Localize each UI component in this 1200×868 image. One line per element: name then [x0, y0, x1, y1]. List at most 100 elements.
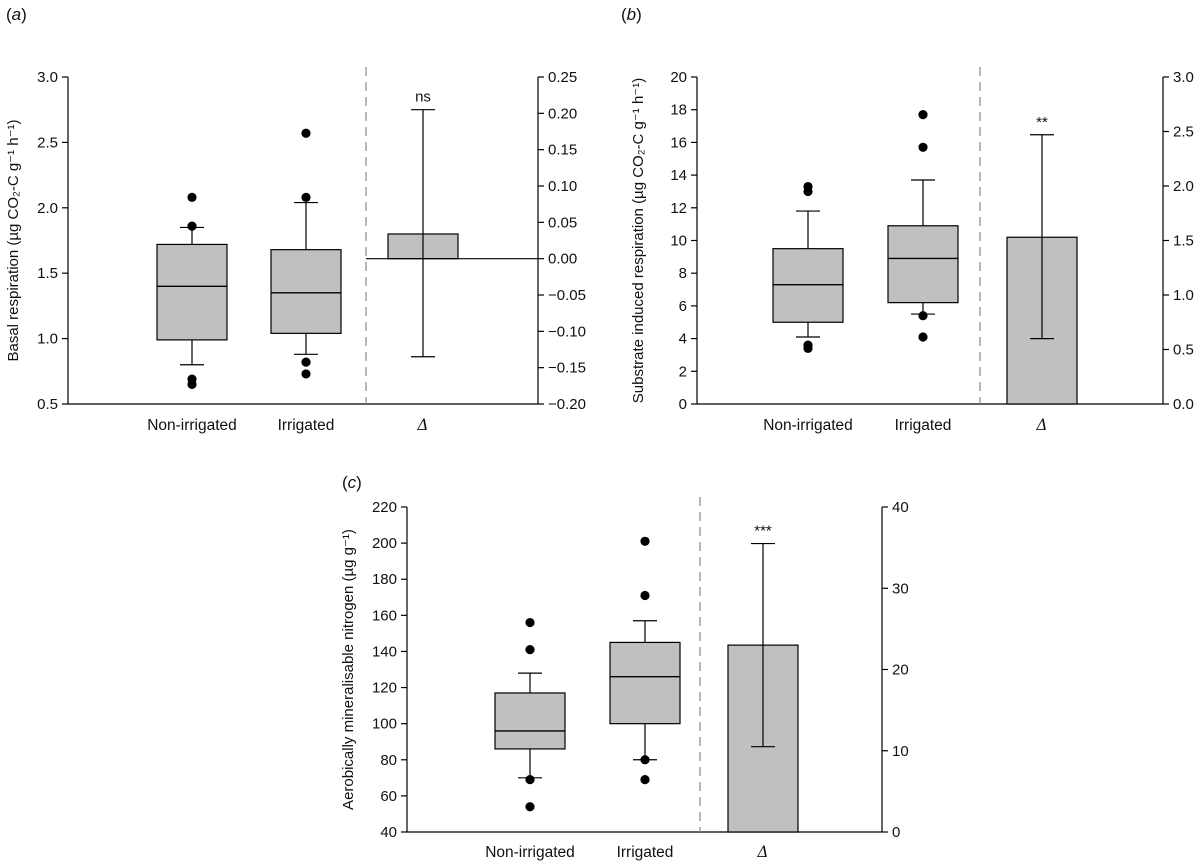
x-category-label: Δ — [416, 416, 428, 434]
box-iqr — [772, 248, 844, 323]
y-tick-label: 18 — [670, 102, 687, 119]
y-tick-label: 60 — [380, 788, 397, 805]
panel-letter: (c) — [342, 473, 362, 492]
outlier-point — [187, 192, 197, 202]
y2-tick-label: 40 — [892, 499, 909, 516]
y-tick-label: 80 — [380, 752, 397, 769]
y-tick-label: 200 — [372, 535, 397, 552]
y-tick-label: 2.5 — [37, 134, 58, 151]
y2-tick-label: −0.05 — [548, 287, 586, 304]
y-tick-label: 0 — [679, 396, 687, 413]
x-category-label: Δ — [1035, 416, 1047, 434]
y-tick-label: 8 — [679, 265, 687, 282]
y2-tick-label: 20 — [892, 662, 909, 679]
significance-label: *** — [754, 523, 772, 540]
x-category-label: Non-irrigated — [147, 417, 237, 434]
y-tick-label: 160 — [372, 607, 397, 624]
outlier-point — [525, 617, 535, 628]
y2-tick-label: 10 — [892, 743, 909, 760]
y2-tick-label: 0.5 — [1173, 342, 1194, 359]
y-tick-label: 10 — [670, 233, 687, 250]
y-axis-label: Aerobically mineralisable nitrogen (µg g… — [340, 529, 357, 810]
box-iqr — [887, 225, 959, 304]
y-tick-label: 1.0 — [37, 331, 58, 348]
y2-tick-label: 1.0 — [1173, 287, 1194, 304]
outlier-point — [301, 369, 311, 379]
outlier-point — [525, 775, 535, 785]
y-tick-label: 2.0 — [37, 200, 58, 217]
y2-tick-label: 0.15 — [548, 142, 577, 159]
y2-tick-label: 2.5 — [1173, 124, 1194, 141]
x-category-label: Irrigated — [617, 844, 674, 861]
outlier-point — [803, 181, 813, 192]
box-irrigated — [887, 110, 959, 342]
delta-bar: ns — [366, 89, 538, 358]
box-iqr — [609, 641, 681, 725]
y-tick-label: 6 — [679, 298, 687, 315]
significance-label: ** — [1036, 114, 1048, 131]
y2-tick-label: 3.0 — [1173, 69, 1194, 86]
y-tick-label: 14 — [670, 167, 687, 184]
outlier-point — [301, 128, 311, 138]
box-irrigated — [270, 128, 342, 379]
y2-tick-label: 0.25 — [548, 69, 577, 86]
y2-tick-label: −0.10 — [548, 323, 586, 340]
outlier-point — [525, 802, 535, 812]
panel-letter: (a) — [6, 5, 27, 24]
y2-tick-label: 0 — [892, 824, 900, 841]
y2-tick-label: 0.20 — [548, 105, 577, 122]
y-tick-label: 12 — [670, 200, 687, 217]
y-tick-label: 100 — [372, 716, 397, 733]
y2-tick-label: −0.15 — [548, 360, 586, 377]
y2-tick-label: −0.20 — [548, 396, 586, 413]
box-irrigated — [609, 536, 681, 785]
x-category-label: Irrigated — [895, 417, 952, 434]
panel-letter: (b) — [621, 5, 642, 24]
panel-c: (c) 40 60 80 100 120 140 160 180 200 220 0 10 20 30 40 A… — [340, 473, 909, 861]
y-tick-label: 4 — [679, 331, 687, 348]
outlier-point — [918, 142, 928, 152]
box-non-irrigated — [772, 181, 844, 354]
y2-tick-label: 0.0 — [1173, 396, 1194, 413]
box-iqr — [494, 692, 566, 750]
y-axis-label: Substrate induced respiration (µg CO₂-C … — [630, 78, 647, 403]
outlier-point — [918, 110, 928, 120]
panel-b: (b) 0 2 4 6 8 10 12 14 16 18 20 0.0 0.5 1.0 1.5 2.0 2.5 3.… — [621, 5, 1194, 434]
box-non-irrigated — [494, 617, 566, 812]
y-tick-label: 120 — [372, 680, 397, 697]
y-tick-label: 1.5 — [37, 265, 58, 282]
y2-tick-label: 30 — [892, 580, 909, 597]
x-category-label: Non-irrigated — [485, 844, 575, 861]
outlier-point — [918, 332, 928, 342]
x-category-label: Δ — [756, 843, 768, 861]
outlier-point — [640, 590, 650, 601]
box-non-irrigated — [156, 192, 228, 389]
x-category-label: Irrigated — [278, 417, 335, 434]
outlier-point — [301, 192, 311, 202]
outlier-point — [187, 374, 197, 384]
box-iqr — [156, 243, 228, 341]
y-tick-label: 40 — [380, 824, 397, 841]
y2-tick-label: 0.00 — [548, 251, 577, 268]
outlier-point — [640, 536, 650, 546]
y-tick-label: 0.5 — [37, 396, 58, 413]
y2-tick-label: 0.05 — [548, 214, 577, 231]
y-tick-label: 220 — [372, 499, 397, 516]
delta-bar: ** — [1006, 114, 1078, 405]
significance-label: ns — [415, 89, 431, 106]
y-tick-label: 20 — [670, 69, 687, 86]
outlier-point — [525, 645, 535, 655]
y-tick-label: 180 — [372, 571, 397, 588]
outlier-point — [803, 340, 813, 350]
delta-bar: *** — [727, 523, 799, 833]
panel-a: (a) 0.5 1.0 1.5 2.0 2.5 3.0 −0.20 −0.15 −0.10 −0.0… — [5, 5, 586, 434]
outlier-point — [640, 775, 650, 785]
y-tick-label: 2 — [679, 363, 687, 380]
y2-tick-label: 0.10 — [548, 178, 577, 195]
y2-tick-label: 1.5 — [1173, 233, 1194, 250]
outlier-point — [301, 357, 311, 367]
y-tick-label: 3.0 — [37, 69, 58, 86]
outlier-point — [187, 221, 197, 231]
outlier-point — [640, 755, 650, 765]
